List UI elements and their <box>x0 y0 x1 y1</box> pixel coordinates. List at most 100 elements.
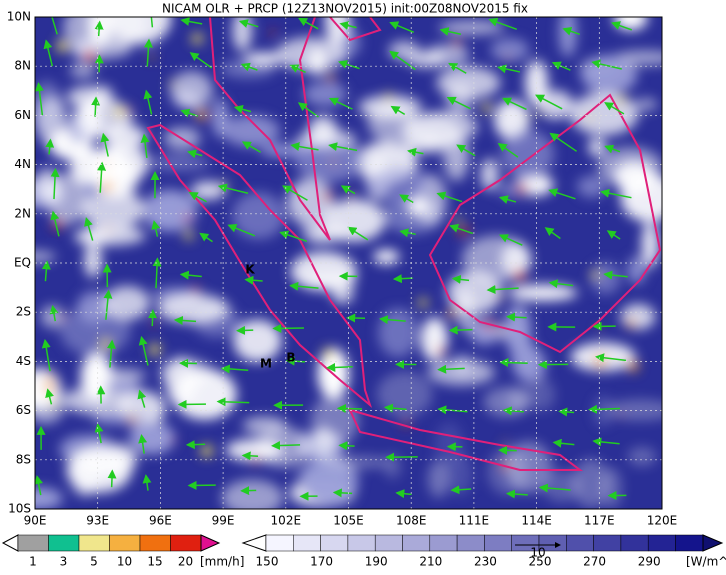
cloud <box>74 99 133 138</box>
rain-cell <box>172 438 176 442</box>
cloud <box>508 386 532 413</box>
cloud <box>384 454 401 478</box>
colorbar-label: 10 <box>117 555 132 569</box>
lat-label: 6S <box>16 403 31 417</box>
rain-cell <box>498 294 503 299</box>
colorbar-swatch <box>171 535 202 551</box>
colorbar-swatch <box>110 535 141 551</box>
colorbar-label: 230 <box>474 555 497 569</box>
colorbar-label: 190 <box>365 555 388 569</box>
colorbar-swatch <box>79 535 110 551</box>
cloud <box>324 199 385 242</box>
cloud <box>543 470 582 502</box>
rain-cell <box>151 319 157 325</box>
rain-cell <box>45 383 55 393</box>
lat-label: 8S <box>16 452 31 466</box>
cloud <box>508 285 578 301</box>
wind-arrow <box>394 278 412 279</box>
rain-cell <box>169 80 175 86</box>
wind-arrow <box>218 402 249 403</box>
colorbar-arrow <box>3 535 18 551</box>
cloud <box>601 467 622 509</box>
rain-cell <box>453 38 461 46</box>
wind-arrow <box>507 317 526 318</box>
wind-arrow <box>238 330 254 331</box>
rain-cell <box>192 33 203 44</box>
rain-cell <box>102 182 112 192</box>
cloud <box>304 273 358 289</box>
cloud <box>104 286 150 320</box>
cloud <box>129 422 175 455</box>
colorbar-label: 3 <box>60 555 68 569</box>
colorbar-label: 210 <box>419 555 442 569</box>
lat-label: 2N <box>14 206 31 220</box>
lat-label: 10N <box>7 10 31 24</box>
cloud <box>621 304 656 329</box>
rain-cell <box>506 56 510 60</box>
rain-cell <box>46 374 53 381</box>
rain-cell <box>59 315 64 320</box>
rain-cell <box>617 96 626 105</box>
colorbar-swatch <box>49 535 80 551</box>
wind-arrow <box>152 311 153 326</box>
rain-cell <box>127 107 133 113</box>
rain-cell <box>331 160 336 165</box>
colorbar-arrow <box>703 535 722 551</box>
colorbar-swatch <box>375 535 402 551</box>
colorbar-swatch <box>621 535 648 551</box>
wind-arrow <box>274 328 304 329</box>
colorbar-swatch <box>594 535 621 551</box>
colorbar-unit: [mm/h] <box>200 555 244 569</box>
lon-label: 102E <box>271 514 302 528</box>
wind-arrow <box>99 22 100 36</box>
rain-cell <box>517 184 526 193</box>
lat-label: 4S <box>16 354 31 368</box>
colorbar-swatch <box>140 535 171 551</box>
colorbar-swatch <box>348 535 375 551</box>
cloud <box>628 447 657 466</box>
rain-cell <box>454 217 461 224</box>
cloud <box>389 41 420 60</box>
rain-cell <box>104 163 109 168</box>
lon-label: 111E <box>459 514 490 528</box>
rain-cell <box>252 457 259 464</box>
cloud <box>366 167 430 202</box>
colorbar-swatch <box>321 535 348 551</box>
rain-cell <box>323 348 333 358</box>
wind-arrow <box>334 492 352 493</box>
cloud <box>577 176 607 198</box>
cloud <box>428 460 449 497</box>
cloud <box>222 480 284 517</box>
rain-cell <box>620 413 624 417</box>
cloud <box>628 256 646 284</box>
colorbar-label: 150 <box>256 555 279 569</box>
rain-cell <box>57 40 69 52</box>
rain-cell <box>201 445 213 457</box>
rain-cell <box>447 308 456 317</box>
colorbar-swatch <box>676 535 703 551</box>
rain-cell <box>538 109 543 114</box>
cloud <box>244 52 283 64</box>
cloud <box>593 396 613 427</box>
rain-cell <box>270 30 276 36</box>
rain-cell <box>196 109 207 120</box>
colorbar-label: 15 <box>147 555 162 569</box>
rain-cell <box>327 73 335 81</box>
colorbar-label: 1 <box>29 555 37 569</box>
rain-cell <box>514 270 525 281</box>
rain-cell <box>114 106 124 116</box>
wind-arrow <box>112 471 113 487</box>
cloud <box>407 112 478 143</box>
cloud <box>70 37 132 59</box>
lat-label: 6N <box>14 108 31 122</box>
cloud <box>149 154 209 171</box>
wind-arrow <box>187 444 205 445</box>
cloud <box>428 359 495 385</box>
rain-cell <box>184 231 193 240</box>
wind-arrow <box>340 445 355 446</box>
cloud <box>308 116 337 145</box>
rain-cell <box>627 360 638 371</box>
